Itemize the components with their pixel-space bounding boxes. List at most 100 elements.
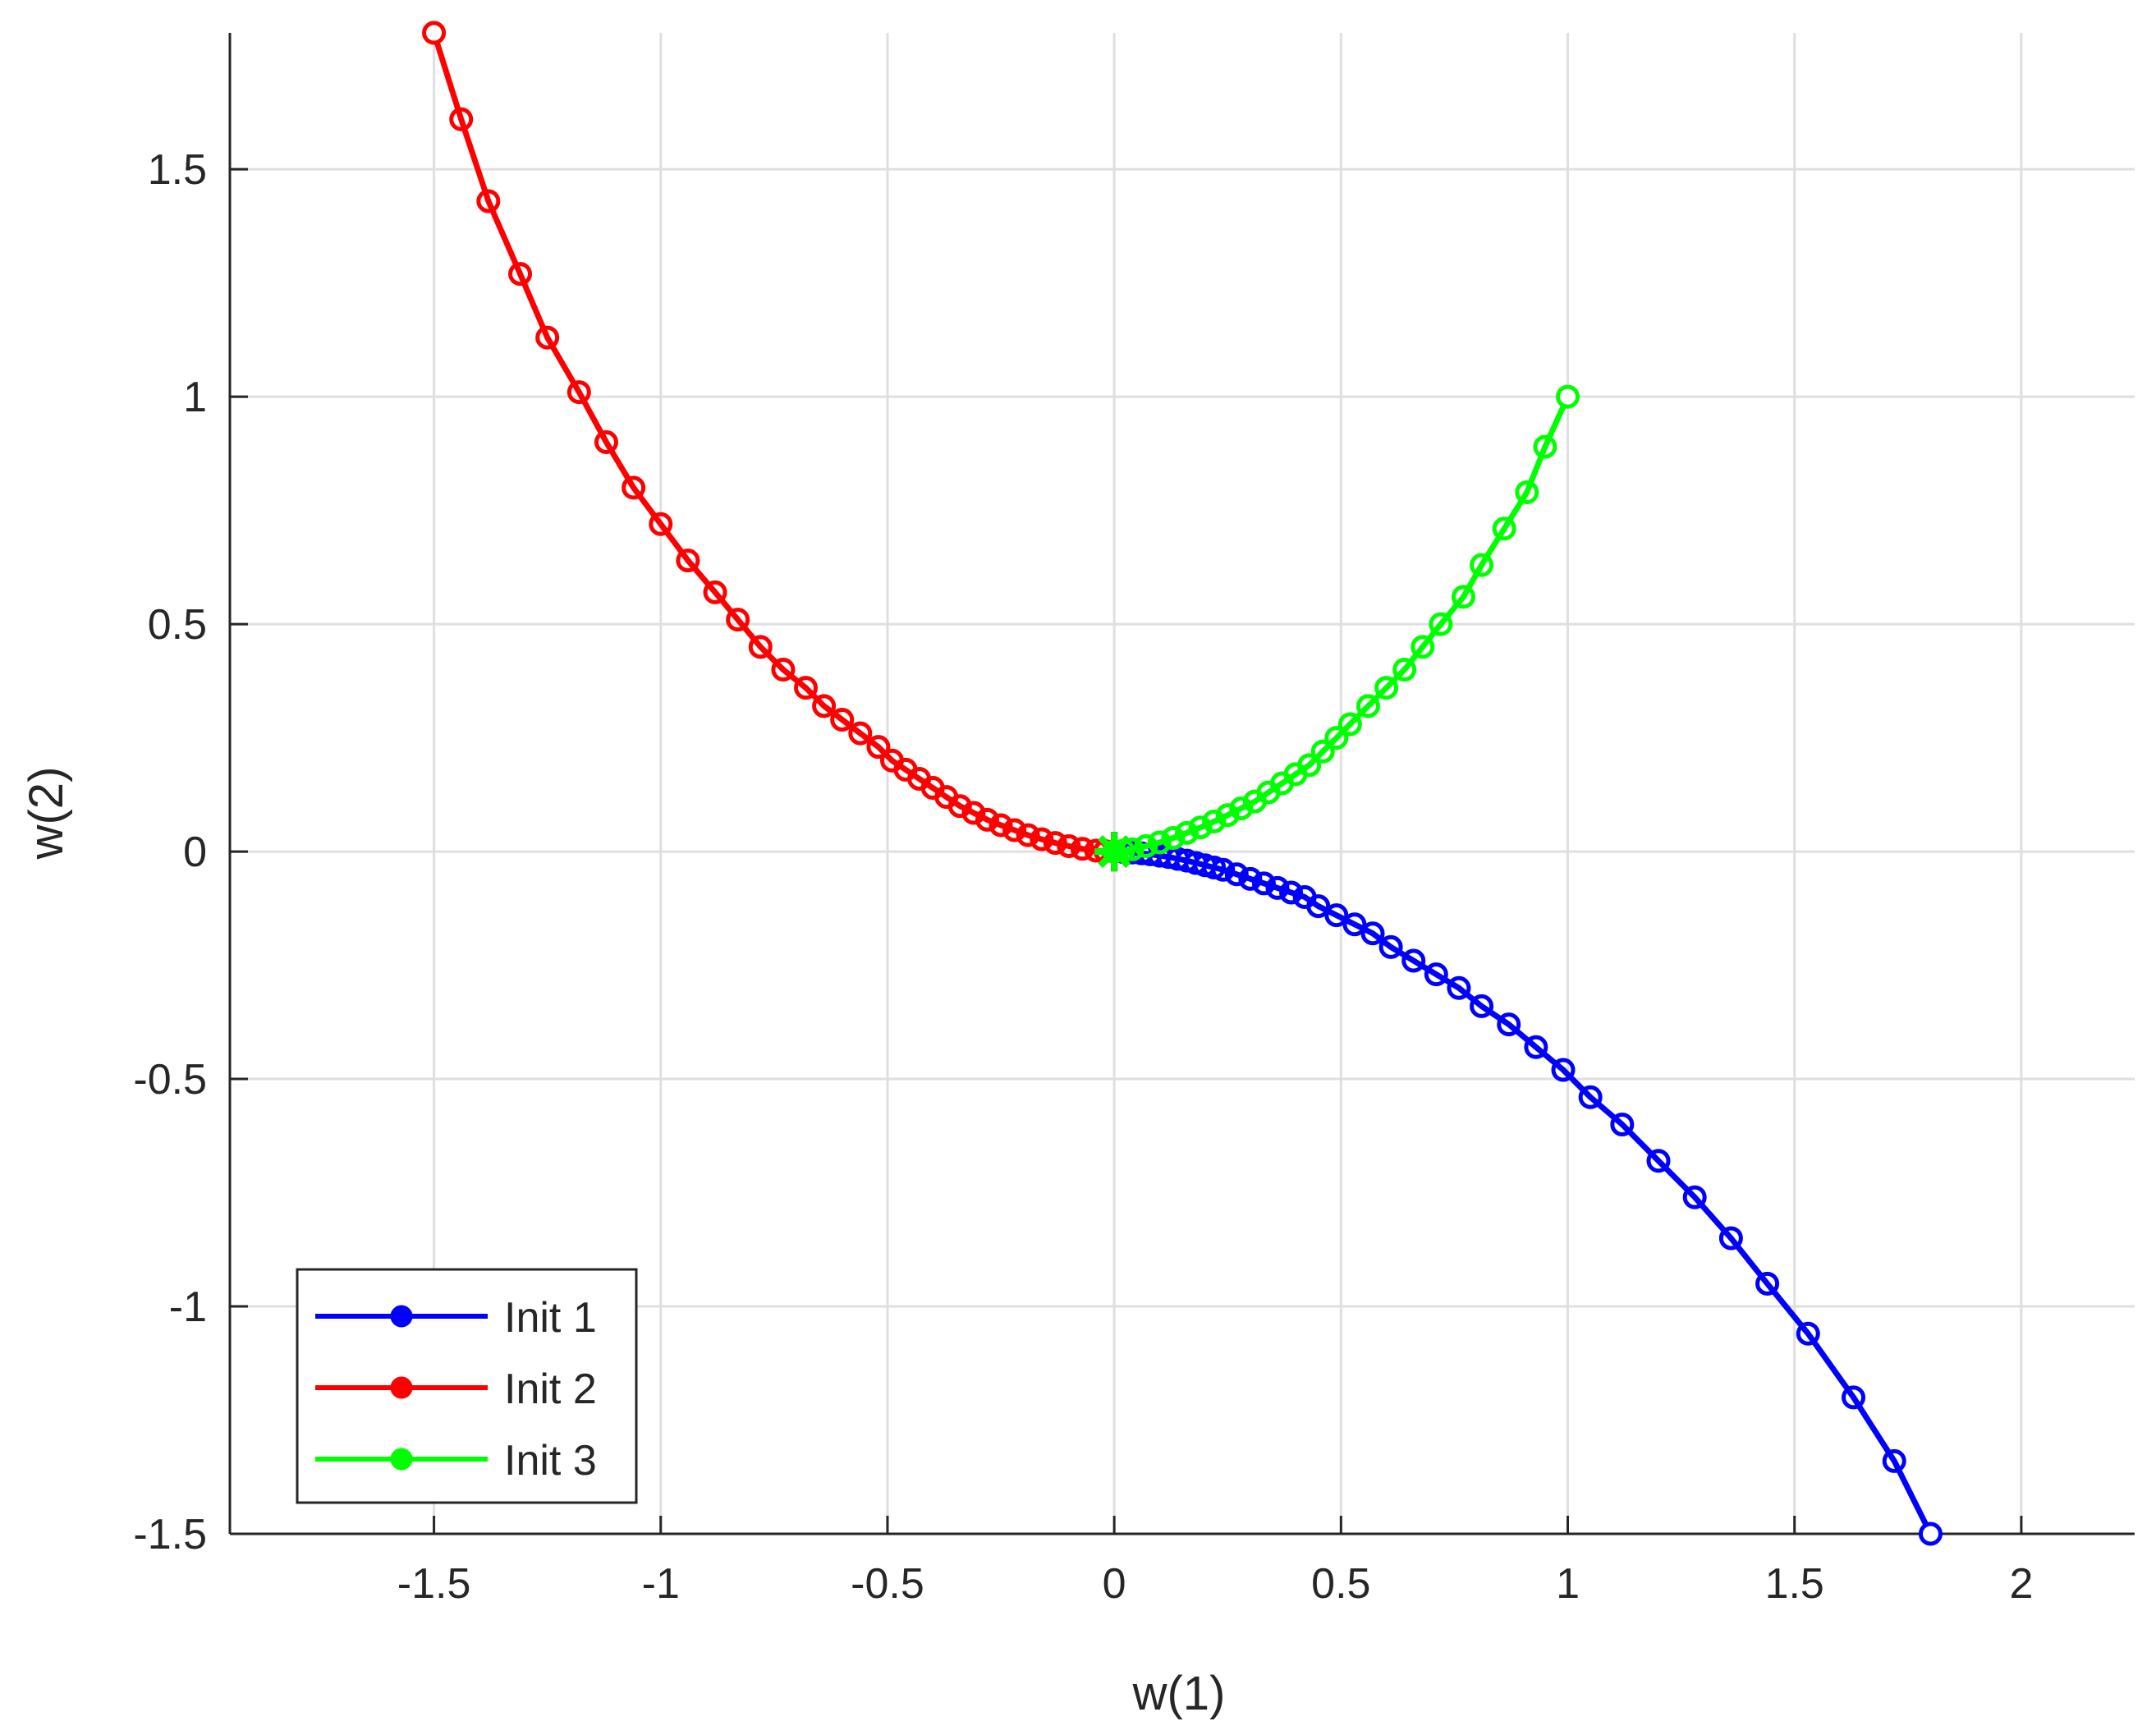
series-1-point-13: [1470, 994, 1494, 1018]
x-tick-label-5: 1: [1556, 1560, 1580, 1608]
series-3-point-9: [1374, 676, 1399, 700]
series-1-point-27: [1224, 862, 1249, 887]
series-3-point-6: [1429, 612, 1453, 636]
tick-labels: -1.5 -1 -0.5 0 0.5 1 1.5 2 -1.5 -1 -0.5 0 0.5 1 1.5: [133, 146, 2033, 1608]
series-3-point-5: [1451, 585, 1475, 609]
x-tick-label-6: 1.5: [1765, 1560, 1824, 1608]
series-1-point-8: [1610, 1112, 1635, 1136]
series-2-start-marker: [422, 21, 447, 45]
series-1-point-6: [1682, 1185, 1707, 1209]
series-2-point-33: [1070, 837, 1094, 861]
series-1-point-26: [1238, 866, 1263, 891]
x-tick-label-3: 0: [1103, 1560, 1126, 1608]
series-2-point-32: [1057, 833, 1081, 858]
series-1-point-5: [1718, 1226, 1743, 1251]
series-1-point-22: [1292, 884, 1317, 909]
series-2-point-14: [794, 676, 819, 700]
series-1-point-7: [1646, 1149, 1671, 1173]
legend-item-init-3: Init 3: [315, 1437, 597, 1485]
series-2-point-13: [771, 658, 796, 682]
series-1-point-9: [1578, 1085, 1603, 1109]
series-3-point-20: [1215, 803, 1240, 828]
series-1-point-10: [1551, 1058, 1576, 1082]
series-3-point-22: [1188, 815, 1213, 840]
series-2-point-3: [508, 262, 533, 287]
series-3-point-12: [1324, 726, 1349, 750]
series-2-point-5: [567, 380, 591, 405]
series-3-start-marker: [1556, 384, 1580, 409]
legend: Init 1 Init 2 Init 3: [296, 1268, 638, 1504]
x-tick-label-1: -1: [642, 1560, 680, 1608]
series-3-end-marker: [1094, 832, 1135, 872]
series-3: [1094, 384, 1580, 872]
series-3-point-7: [1411, 635, 1435, 659]
series-2-point-30: [1030, 827, 1054, 851]
legend-label-init-2: Init 2: [504, 1366, 597, 1413]
series-2-point-8: [649, 512, 673, 536]
series-3-point-3: [1492, 516, 1516, 541]
y-tick-label-0: -1.5: [133, 1511, 207, 1558]
series-1-point-14: [1447, 975, 1471, 1000]
series-3-point-23: [1175, 820, 1200, 845]
y-tick-label-2: -0.5: [133, 1056, 207, 1104]
series-2-point-9: [676, 548, 700, 573]
series-3-point-18: [1242, 789, 1267, 814]
x-axis-label: w(1): [1132, 1667, 1226, 1720]
y-tick-label-1: -1: [169, 1283, 207, 1331]
series-1-point-16: [1401, 948, 1426, 973]
series-3-point-21: [1202, 810, 1227, 834]
x-tick-label-7: 2: [2009, 1560, 2033, 1608]
series-1-point-25: [1251, 871, 1276, 896]
series-3-point-10: [1356, 694, 1380, 718]
series-1-point-18: [1360, 921, 1385, 946]
series-1-point-1: [1882, 1448, 1906, 1473]
series-3-point-24: [1161, 825, 1186, 850]
y-tick-label-4: 0.5: [148, 601, 207, 649]
series-3-point-1: [1533, 434, 1557, 459]
series-group: [422, 21, 1943, 1546]
series-2-point-17: [848, 721, 873, 746]
series-2-point-24: [947, 794, 972, 819]
series-1-point-11: [1524, 1035, 1548, 1059]
series-1-point-4: [1755, 1271, 1780, 1296]
series-2-point-15: [812, 694, 837, 718]
series-3-point-13: [1310, 739, 1335, 764]
series-2-point-11: [726, 608, 750, 632]
star-stroke: [1098, 835, 1131, 868]
legend-label-init-1: Init 1: [504, 1294, 597, 1342]
series-3-point-26: [1134, 833, 1158, 858]
series-1-point-15: [1424, 962, 1448, 987]
series-2-point-29: [1016, 823, 1040, 847]
series-1-point-3: [1796, 1321, 1820, 1346]
series-1-start-marker: [1918, 1522, 1943, 1546]
series-2-point-12: [748, 635, 773, 659]
series-3-point-2: [1515, 480, 1539, 504]
series-1-point-24: [1265, 875, 1290, 900]
series-1-point-20: [1324, 903, 1349, 928]
series-1-point-19: [1342, 912, 1367, 937]
series-1-point-2: [1842, 1385, 1866, 1410]
series-1-point-23: [1279, 880, 1304, 905]
x-tick-label-0: -1.5: [397, 1560, 471, 1608]
legend-item-init-1: Init 1: [315, 1294, 597, 1342]
series-2-point-10: [703, 580, 727, 604]
series-2-point-1: [449, 107, 474, 131]
legend-item-init-2: Init 2: [315, 1366, 597, 1413]
legend-marker-init-3: [390, 1448, 413, 1471]
y-tick-label-3: 0: [183, 828, 207, 876]
series-2-point-31: [1043, 831, 1067, 856]
y-tick-label-6: 1.5: [148, 146, 207, 194]
series-3-point-19: [1229, 796, 1254, 820]
series-3-point-11: [1337, 712, 1362, 737]
x-tick-label-4: 0.5: [1311, 1560, 1370, 1608]
legend-label-init-3: Init 3: [504, 1437, 597, 1485]
series-2-point-28: [1002, 818, 1027, 842]
series-2-point-7: [622, 475, 646, 500]
series-3-point-4: [1470, 553, 1494, 577]
legend-marker-init-1: [390, 1305, 413, 1328]
series-2-point-18: [866, 735, 891, 760]
series-3-point-8: [1392, 658, 1417, 682]
series-line-1: [1113, 848, 1934, 1535]
series-line-2: [431, 31, 1115, 855]
